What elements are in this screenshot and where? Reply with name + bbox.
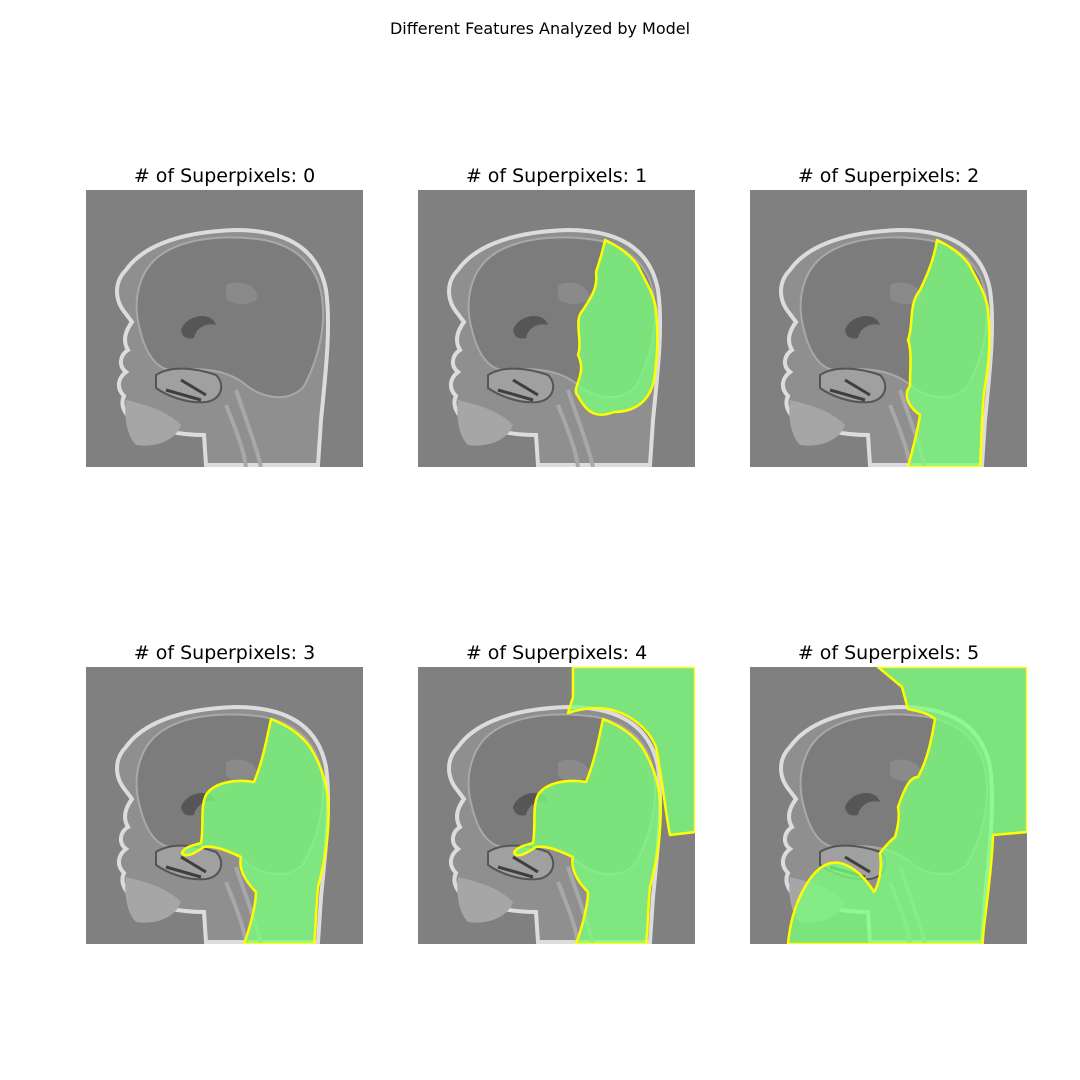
brain-lesion [558,759,590,781]
mri-scan-image [86,190,363,467]
superpixel-highlight [905,238,991,467]
mri-scan-image [418,190,695,467]
ventricle [181,315,216,339]
superpixel-highlight [180,717,330,944]
mri-scan-image [86,667,363,944]
mri-scan-image [418,667,695,944]
skull-base-detail [497,378,539,402]
jaw-region [125,877,181,923]
ventricle [845,792,880,816]
jaw-region [125,400,181,446]
superpixel-highlight [574,238,659,416]
superpixel-highlight [786,667,1027,944]
skull-base-detail [829,378,871,402]
mri-scan-image [750,190,1027,467]
panel-title: # of Superpixels: 1 [465,165,648,187]
brain-lesion [226,282,258,304]
skull-base-detail [165,378,207,402]
spine [224,389,263,467]
brain-lesion [558,282,590,304]
spine [556,389,595,467]
panel-title: # of Superpixels: 5 [797,642,980,664]
panel-title: # of Superpixels: 3 [133,642,316,664]
mri-scan-image [750,667,1027,944]
skull-base-detail [165,855,207,879]
panel-title: # of Superpixels: 4 [465,642,648,664]
jaw-region [789,400,845,446]
ventricle [845,315,880,339]
superpixel-highlight [512,717,662,944]
brain-lesion [226,759,258,781]
skull-base-detail [497,855,539,879]
panel-title: # of Superpixels: 2 [797,165,980,187]
figure-title: Different Features Analyzed by Model [389,19,691,38]
brain-lesion [890,759,922,781]
jaw-region [457,877,513,923]
ventricle [513,315,548,339]
panel-title: # of Superpixels: 0 [133,165,316,187]
jaw-region [457,400,513,446]
superpixel-highlight [566,667,695,837]
